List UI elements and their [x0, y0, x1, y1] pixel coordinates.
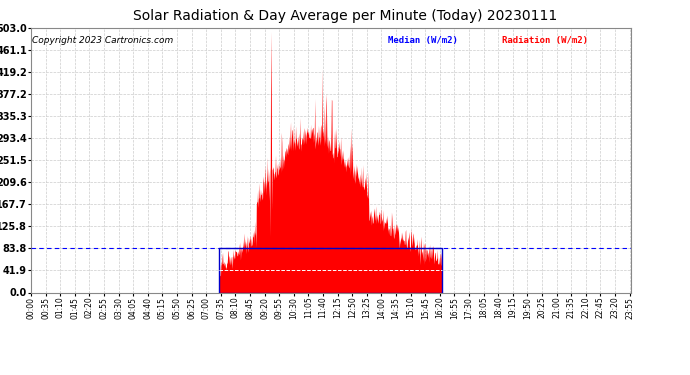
- Bar: [219, 249, 442, 292]
- Text: Median (W/m2): Median (W/m2): [388, 36, 458, 45]
- Text: Copyright 2023 Cartronics.com: Copyright 2023 Cartronics.com: [32, 36, 173, 45]
- Text: Solar Radiation & Day Average per Minute (Today) 20230111: Solar Radiation & Day Average per Minute…: [133, 9, 557, 23]
- Text: Radiation (W/m2): Radiation (W/m2): [502, 36, 589, 45]
